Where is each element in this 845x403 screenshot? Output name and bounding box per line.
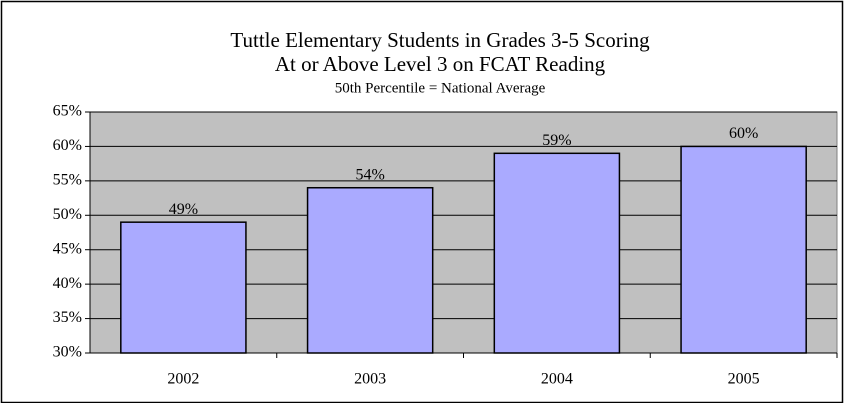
y-tick-label: 30% bbox=[53, 344, 82, 361]
x-tick-label: 2003 bbox=[354, 371, 386, 388]
x-tick-label: 2005 bbox=[728, 371, 760, 388]
bar bbox=[680, 145, 807, 354]
y-tick-label: 40% bbox=[53, 275, 82, 292]
y-tick-label: 60% bbox=[53, 137, 82, 154]
y-tick-label: 65% bbox=[53, 103, 82, 120]
x-tick-label: 2004 bbox=[541, 371, 573, 388]
bar bbox=[306, 186, 434, 354]
y-tick-label: 45% bbox=[53, 240, 82, 257]
y-tick-label: 35% bbox=[53, 309, 82, 326]
x-tick-label: 2002 bbox=[167, 371, 199, 388]
bar bbox=[493, 152, 621, 354]
y-tick-label: 50% bbox=[53, 206, 82, 223]
y-tick-label: 55% bbox=[53, 172, 82, 189]
data-label: 54% bbox=[355, 166, 384, 183]
data-label: 60% bbox=[729, 125, 758, 142]
data-label: 59% bbox=[542, 132, 571, 149]
chart-subtitle: 50th Percentile = National Average bbox=[335, 80, 546, 96]
bar bbox=[120, 221, 247, 354]
chart-title: Tuttle Elementary Students in Grades 3-5… bbox=[230, 28, 650, 52]
chart-title: At or Above Level 3 on FCAT Reading bbox=[275, 52, 606, 76]
data-label: 49% bbox=[169, 201, 198, 218]
